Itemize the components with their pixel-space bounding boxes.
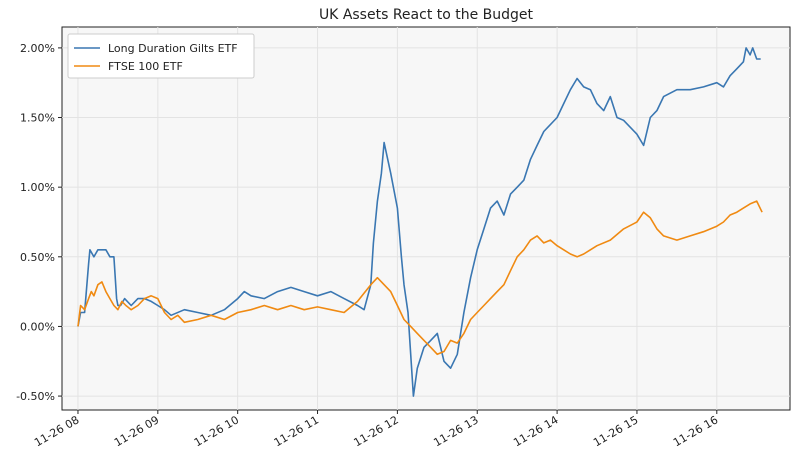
series-layer <box>77 47 763 397</box>
legend-label-ftse: FTSE 100 ETF <box>108 60 183 73</box>
x-tick-label: 11-26 09 <box>112 413 161 449</box>
x-tick-label: 11-26 14 <box>511 413 560 449</box>
y-tick-label: 0.00% <box>20 320 55 333</box>
x-tick-label: 11-26 12 <box>352 413 401 449</box>
y-tick-label: -0.50% <box>16 390 55 403</box>
legend: Long Duration Gilts ETF FTSE 100 ETF <box>67 33 255 79</box>
legend-label-gilts: Long Duration Gilts ETF <box>108 42 238 55</box>
y-tick-label: 1.00% <box>20 181 55 194</box>
series-line-0 <box>77 47 761 397</box>
x-tick-label: 11-26 08 <box>32 413 81 449</box>
y-tick-label: 0.50% <box>20 251 55 264</box>
x-tick-label: 11-26 16 <box>671 413 720 449</box>
y-axis: -0.50% 0.00% 0.50% 1.00% 1.50% 2.00% <box>16 42 62 403</box>
x-axis: 11-26 08 11-26 09 11-26 10 11-26 11 11-26 12… <box>32 410 720 449</box>
series-line-1 <box>77 200 763 356</box>
x-tick-label: 11-26 10 <box>192 413 241 449</box>
plot-area <box>61 26 791 411</box>
chart-title: UK Assets React to the Budget <box>319 7 534 23</box>
x-tick-label: 11-26 15 <box>591 413 640 449</box>
y-tick-label: 2.00% <box>20 42 55 55</box>
x-tick-label: 11-26 11 <box>272 413 321 449</box>
x-tick-label: 11-26 13 <box>431 413 480 449</box>
y-tick-label: 1.50% <box>20 112 55 125</box>
